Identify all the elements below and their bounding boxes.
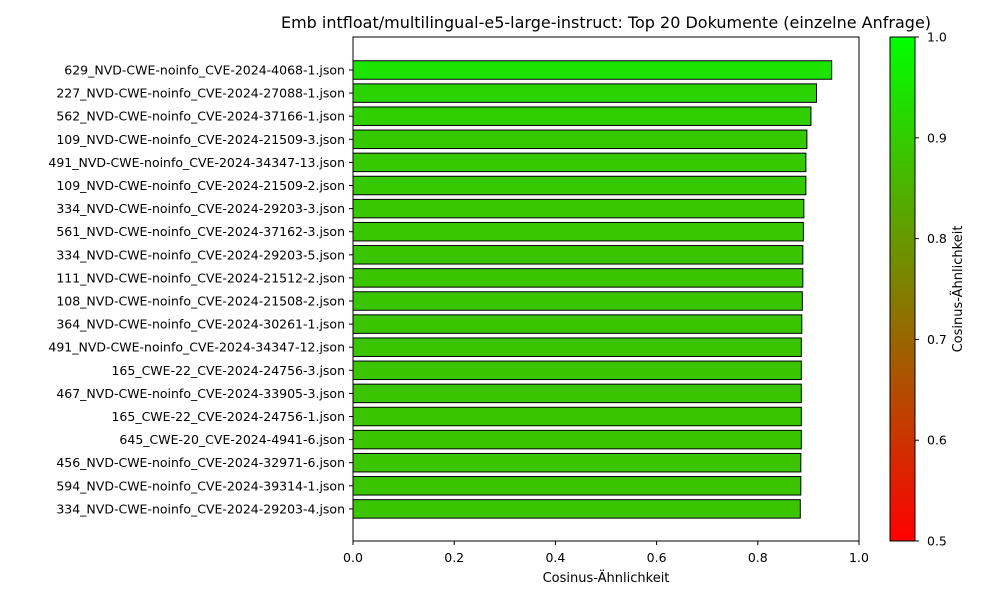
y-tick-label: 334_NVD-CWE-noinfo_CVE-2024-29203-4.json bbox=[56, 501, 345, 516]
colorbar-tick-label: 0.7 bbox=[927, 332, 947, 347]
bar bbox=[352, 337, 802, 357]
bar bbox=[352, 406, 802, 427]
bar bbox=[352, 291, 803, 311]
y-tick-label: 491_NVD-CWE-noinfo_CVE-2024-34347-13.jso… bbox=[48, 155, 345, 170]
y-tick-label: 629_NVD-CWE-noinfo_CVE-2024-4068-1.json bbox=[64, 63, 345, 78]
y-tick-label: 165_CWE-22_CVE-2024-24756-1.json bbox=[111, 409, 345, 424]
bar bbox=[352, 83, 817, 103]
bar bbox=[352, 499, 801, 519]
colorbar-tick-label: 0.8 bbox=[927, 231, 947, 246]
bar bbox=[352, 360, 802, 381]
bar bbox=[352, 245, 804, 265]
x-tick-label: 0.2 bbox=[444, 550, 464, 565]
bar bbox=[352, 198, 805, 219]
x-tick-label: 0.8 bbox=[748, 550, 768, 565]
colorbar-tick-label: 0.5 bbox=[927, 534, 947, 549]
x-tick-label: 0.4 bbox=[545, 550, 565, 565]
bar bbox=[352, 452, 802, 473]
x-tick-label: 0.6 bbox=[647, 550, 667, 565]
y-tick-label: 109_NVD-CWE-noinfo_CVE-2024-21509-3.json bbox=[56, 132, 345, 147]
bar bbox=[352, 60, 833, 80]
y-tick-label: 108_NVD-CWE-noinfo_CVE-2024-21508-2.json bbox=[56, 294, 345, 309]
x-tick-label: 0.0 bbox=[343, 550, 363, 565]
y-tick-label: 467_NVD-CWE-noinfo_CVE-2024-33905-3.json bbox=[56, 386, 345, 401]
bar bbox=[352, 429, 802, 450]
colorbar-tick-label: 0.6 bbox=[927, 433, 947, 448]
plot-frame bbox=[352, 36, 860, 542]
colorbar bbox=[889, 36, 916, 542]
colorbar-label: Cosinus-Ähnlichkeit bbox=[950, 226, 966, 353]
bar-group bbox=[352, 60, 833, 519]
y-tick-label: 334_NVD-CWE-noinfo_CVE-2024-29203-5.json bbox=[56, 247, 345, 262]
x-tick-label: 1.0 bbox=[849, 550, 869, 565]
bar bbox=[352, 476, 802, 496]
y-tick-label: 364_NVD-CWE-noinfo_CVE-2024-30261-1.json bbox=[56, 317, 345, 332]
bar bbox=[352, 106, 812, 126]
bar bbox=[352, 152, 807, 173]
y-tick-label: 109_NVD-CWE-noinfo_CVE-2024-21509-2.json bbox=[56, 178, 345, 193]
bar bbox=[352, 129, 808, 150]
colorbar-tick-label: 0.9 bbox=[927, 130, 947, 145]
y-tick-label: 562_NVD-CWE-noinfo_CVE-2024-37166-1.json bbox=[56, 109, 345, 124]
y-tick-label: 561_NVD-CWE-noinfo_CVE-2024-37162-3.json bbox=[56, 224, 345, 239]
y-tick-label: 334_NVD-CWE-noinfo_CVE-2024-29203-3.json bbox=[56, 201, 345, 216]
y-tick-label: 165_CWE-22_CVE-2024-24756-3.json bbox=[111, 363, 345, 378]
x-axis-label: Cosinus-Ähnlichkeit bbox=[543, 570, 670, 586]
x-ticks: 0.0 0.2 0.4 0.6 0.8 1.0 bbox=[343, 541, 869, 565]
bar bbox=[352, 221, 804, 242]
y-tick-label: 645_CWE-20_CVE-2024-4941-6.json bbox=[119, 432, 345, 447]
y-tick-label: 491_NVD-CWE-noinfo_CVE-2024-34347-12.jso… bbox=[48, 340, 345, 355]
bar bbox=[352, 268, 804, 288]
y-tick-label: 111_NVD-CWE-noinfo_CVE-2024-21512-2.json bbox=[56, 270, 345, 285]
y-tick-label: 227_NVD-CWE-noinfo_CVE-2024-27088-1.json bbox=[56, 86, 345, 101]
bar bbox=[352, 383, 802, 404]
y-tick-label: 594_NVD-CWE-noinfo_CVE-2024-39314-1.json bbox=[56, 478, 345, 493]
y-tick-labels: 629_NVD-CWE-noinfo_CVE-2024-4068-1.json 2… bbox=[48, 63, 353, 516]
bar bbox=[352, 175, 807, 196]
colorbar-tick-label: 1.0 bbox=[927, 30, 947, 45]
bar bbox=[352, 314, 803, 334]
y-tick-label: 456_NVD-CWE-noinfo_CVE-2024-32971-6.json bbox=[56, 455, 345, 470]
colorbar-ticks: 0.5 0.6 0.7 0.8 0.9 1.0 bbox=[915, 30, 947, 549]
chart-title: Emb intfloat/multilingual-e5-large-instr… bbox=[281, 13, 931, 32]
